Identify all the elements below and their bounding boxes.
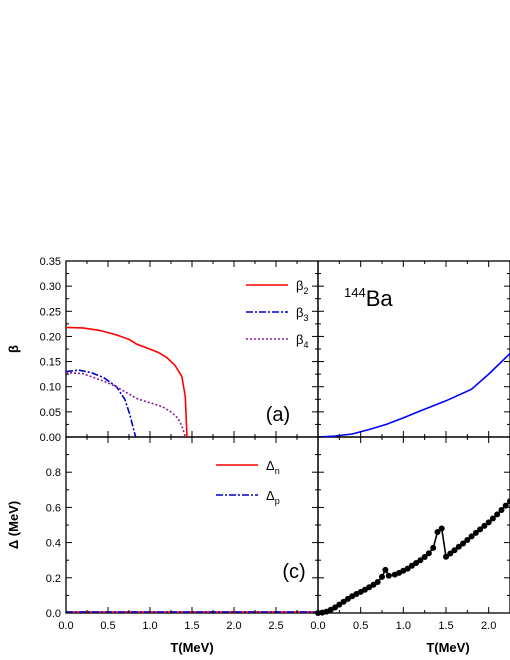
nucleus-label: 144Ba <box>344 285 393 311</box>
y-tick-label: 0.2 <box>46 573 61 585</box>
x-tick-label: 1.5 <box>438 620 453 632</box>
data-point <box>374 579 381 585</box>
legend-label: β3 <box>296 305 309 323</box>
x-tick-label: 0.0 <box>310 620 325 632</box>
y-tick-label: 0.20 <box>40 331 61 343</box>
x-axis-title-c: T(MeV) <box>170 640 213 655</box>
y-tick-label: 0.00 <box>40 432 61 444</box>
series-line-β2 <box>65 326 188 438</box>
data-point <box>472 529 479 536</box>
x-tick-label: 0.5 <box>100 620 115 632</box>
y-tick-label: 0.15 <box>40 357 61 369</box>
y-tick-label: 0.25 <box>40 306 61 318</box>
data-point <box>451 547 458 554</box>
x-tick-label: 1.5 <box>184 620 199 632</box>
y-tick-label: 0.30 <box>40 281 61 293</box>
legend-label: Δp <box>266 488 280 506</box>
panel-tag-c: (c) <box>282 561 305 583</box>
x-tick-label: 2.5 <box>268 620 283 632</box>
panel-frame-d <box>317 436 510 614</box>
data-point <box>336 601 343 608</box>
panel-tag-a: (a) <box>266 404 290 426</box>
y-axis-title-a: β <box>6 345 21 353</box>
x-axis-title-d: T(MeV) <box>426 640 469 655</box>
data-point <box>417 557 424 564</box>
data-point <box>382 566 389 573</box>
y-tick-label: 0.10 <box>40 382 61 394</box>
y-tick-label: 0.0 <box>46 608 61 620</box>
x-tick-label: 0.0 <box>58 620 73 632</box>
data-point <box>413 560 420 566</box>
data-point <box>485 519 492 526</box>
data-point <box>464 537 471 543</box>
data-point <box>460 540 467 547</box>
x-tick-label: 1.0 <box>396 620 411 632</box>
y-axis-title-c: Δ (MeV) <box>6 501 21 549</box>
data-point <box>430 544 437 551</box>
y-tick-label: 0.05 <box>40 407 61 419</box>
x-tick-label: 1.0 <box>142 620 157 632</box>
panel-frame-c <box>65 436 319 614</box>
data-point <box>498 507 505 513</box>
legend-label: β2 <box>296 278 309 296</box>
series-line-β4 <box>65 371 187 438</box>
series-line-panel-b <box>317 352 510 438</box>
legend-label: β4 <box>296 332 309 350</box>
data-point <box>481 522 488 529</box>
data-point <box>489 515 496 522</box>
y-tick-label: 0.6 <box>46 502 61 514</box>
data-point <box>494 511 501 518</box>
data-point <box>379 573 385 580</box>
data-point <box>447 550 454 557</box>
data-point <box>438 525 445 532</box>
data-point <box>455 543 462 550</box>
x-tick-label: 0.5 <box>353 620 368 632</box>
y-tick-label: 0.4 <box>46 538 61 550</box>
data-point <box>434 529 441 535</box>
data-point <box>421 554 428 560</box>
data-point <box>468 533 475 540</box>
y-tick-label: 0.8 <box>46 467 61 479</box>
x-tick-label: 2.0 <box>226 620 241 632</box>
data-point <box>425 550 432 557</box>
y-tick-label: 0.35 <box>40 256 61 268</box>
data-point <box>507 498 510 505</box>
data-point <box>404 565 411 572</box>
data-point <box>477 526 484 533</box>
data-point <box>340 598 347 605</box>
x-tick-label: 2.0 <box>481 620 496 632</box>
data-point <box>385 572 392 579</box>
legend-label: Δn <box>266 458 280 476</box>
data-point <box>443 553 449 560</box>
